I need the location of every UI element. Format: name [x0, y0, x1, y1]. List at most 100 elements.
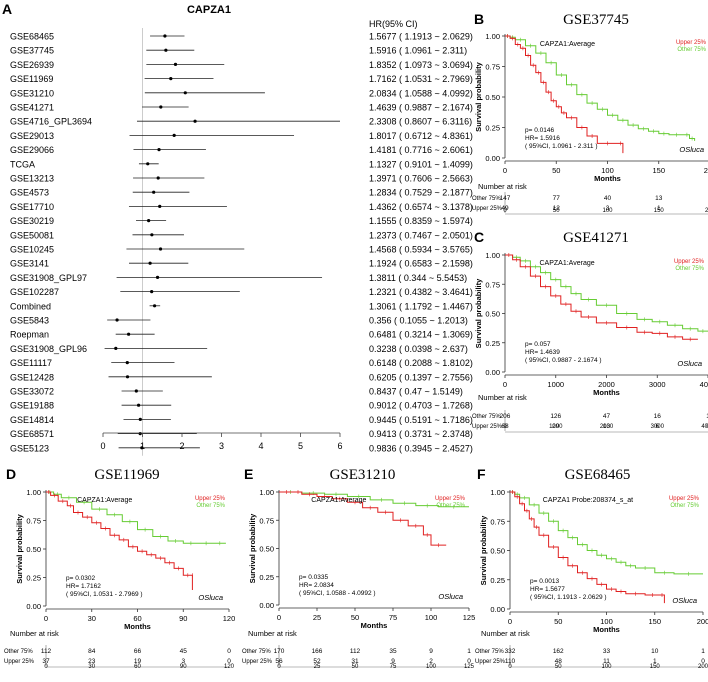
- risk-value-other: 77: [553, 195, 561, 202]
- forest-hr-point: [169, 77, 173, 81]
- risk-row-label-other: Other 75%: [242, 649, 271, 655]
- forest-x-tick-label: 2: [179, 441, 184, 451]
- panel-label: C: [474, 229, 484, 245]
- risk-row-label-upper: Upper 25%: [242, 659, 273, 665]
- risk-row-label-upper: Upper 25%: [4, 659, 35, 665]
- km-stat-line: HR= 1.7162: [66, 583, 101, 590]
- risk-table-title: Number at risk: [478, 182, 527, 191]
- km-y-tick-label: 0.00: [26, 602, 41, 611]
- forest-hr-point: [163, 34, 167, 38]
- km-x-tick-label: 150: [648, 617, 661, 626]
- forest-hr-point: [158, 247, 163, 251]
- km-y-tick-label: 1.00: [26, 488, 41, 497]
- panel-label-a: A: [2, 1, 12, 17]
- risk-value-other: 10: [651, 648, 659, 655]
- km-censor-marks-other: [507, 34, 693, 141]
- km-stat-line: ( 95%CI, 1.0961 - 2.311 ): [525, 143, 598, 150]
- forest-hr-point: [164, 48, 168, 52]
- km-y-tick-label: 0.50: [490, 547, 505, 556]
- forest-hr-point: [173, 62, 178, 66]
- risk-axis-tick-label: 3000: [651, 424, 665, 430]
- panel-label: D: [6, 466, 16, 482]
- km-y-tick-label: 0.50: [485, 310, 500, 319]
- risk-value-other: 0: [227, 648, 231, 655]
- forest-x-tick-label: 6: [337, 441, 342, 451]
- km-x-axis-label: Months: [594, 174, 621, 183]
- km-y-tick-label: 0.00: [485, 368, 500, 377]
- km-y-tick-label: 0.25: [485, 339, 500, 348]
- km-x-tick-label: 0: [44, 614, 48, 623]
- km-x-tick-label: 30: [88, 614, 96, 623]
- forest-row-hr-text: 1.7162 ( 1.0531 ~ 2.7969): [369, 74, 473, 84]
- panel-label: B: [474, 11, 484, 27]
- risk-axis-tick-label: 125: [464, 664, 475, 670]
- forest-hr-point: [158, 204, 162, 208]
- km-y-tick-label: 1.00: [490, 488, 505, 497]
- km-watermark: OSluca: [672, 596, 697, 605]
- km-y-tick-label: 0.75: [26, 517, 41, 526]
- km-x-tick-label: 125: [463, 613, 476, 622]
- km-subtitle: CAPZA1:Average: [540, 260, 595, 267]
- forest-row-hr-text: 0.8437 ( 0.47 ~ 1.5149): [369, 387, 463, 397]
- km-subtitle: CAPZA1 Probe:208374_s_at: [543, 497, 633, 504]
- km-title: GSE31210: [330, 467, 396, 483]
- km-x-tick-label: 100: [600, 617, 613, 626]
- km-censor-marks-upper: [508, 253, 691, 342]
- km-watermark: OSluca: [679, 145, 704, 154]
- km-panel-b: BGSE377450.000.250.500.751.0005010015020…: [472, 11, 708, 215]
- forest-hr-point: [148, 261, 152, 265]
- forest-hr-point: [138, 432, 142, 436]
- forest-row-hr-text: 1.1555 ( 0.8359 ~ 1.5974): [369, 216, 473, 226]
- forest-row-hr-text: 0.9413 ( 0.3731 ~ 2.3748): [369, 429, 473, 439]
- km-stat-line: p= 0.0146: [525, 127, 554, 134]
- risk-row-label-upper: Upper 25%: [472, 424, 503, 430]
- forest-row-label: GSE10245: [10, 245, 54, 255]
- forest-row-label: GSE31210: [10, 88, 54, 98]
- risk-table-title: Number at risk: [481, 629, 530, 638]
- risk-value-upper: 0: [701, 658, 705, 665]
- forest-row-hr-text: 1.3971 ( 0.7606 ~ 2.5663): [369, 174, 473, 184]
- risk-axis-tick-label: 25: [314, 664, 321, 670]
- risk-value-upper: 68: [501, 423, 509, 430]
- km-censor-marks-other: [508, 253, 704, 334]
- risk-value-other: 170: [274, 648, 285, 655]
- forest-row-hr-text: 0.9445 ( 0.5191 ~ 1.7186): [369, 415, 473, 425]
- forest-row-hr-text: 1.4639 ( 0.9887 ~ 2.1674): [369, 103, 473, 113]
- km-x-tick-label: 120: [223, 614, 236, 623]
- forest-row-label: GSE30219: [10, 216, 54, 226]
- risk-axis-tick-label: 50: [555, 664, 562, 670]
- forest-row-label: GSE29066: [10, 145, 54, 155]
- risk-value-other: 84: [88, 648, 96, 655]
- risk-value-upper: 110: [505, 658, 516, 665]
- forest-row-hr-text: 1.3811 ( 0.344 ~ 5.5453): [369, 273, 467, 283]
- risk-axis-tick-label: 2000: [600, 424, 614, 430]
- forest-row-label: GSE11969: [10, 74, 53, 84]
- km-x-tick-label: 0: [277, 613, 281, 622]
- km-y-axis-label: Survival probability: [474, 278, 483, 348]
- km-y-tick-label: 0.75: [485, 280, 500, 289]
- km-x-axis-label: Months: [124, 622, 151, 631]
- km-curve-upper: [505, 254, 698, 340]
- km-y-tick-label: 0.25: [26, 574, 41, 583]
- forest-row-hr-text: 1.8017 ( 0.6712 ~ 4.8361): [369, 131, 473, 141]
- forest-plot: A CAPZA1 HR(95% CI) GSE68465 1.5677 ( 1.1…: [2, 1, 473, 456]
- forest-hr-point: [134, 389, 138, 393]
- km-y-tick-label: 0.75: [259, 516, 274, 525]
- risk-value-upper: 0: [706, 423, 708, 430]
- forest-row-label: GSE68465: [10, 32, 54, 42]
- forest-hr-point: [152, 304, 157, 308]
- forest-row-hr-text: 1.2373 ( 0.7467 ~ 2.0501): [369, 230, 473, 240]
- km-watermark: OSluca: [438, 592, 463, 601]
- forest-hr-point: [150, 233, 154, 237]
- forest-hr-point: [152, 190, 156, 194]
- forest-row-label: GSE19188: [10, 401, 54, 411]
- km-y-axis-label: Survival probability: [15, 513, 24, 583]
- km-curve-upper: [46, 491, 193, 590]
- km-curve-upper: [510, 491, 665, 604]
- forest-row-hr-text: 0.9012 ( 0.4703 ~ 1.7268): [369, 401, 473, 411]
- km-x-tick-label: 0: [503, 380, 507, 389]
- forest-hr-point: [147, 219, 151, 223]
- km-x-tick-label: 0: [508, 617, 512, 626]
- km-x-tick-label: 200: [697, 617, 708, 626]
- forest-hr-point: [136, 403, 141, 407]
